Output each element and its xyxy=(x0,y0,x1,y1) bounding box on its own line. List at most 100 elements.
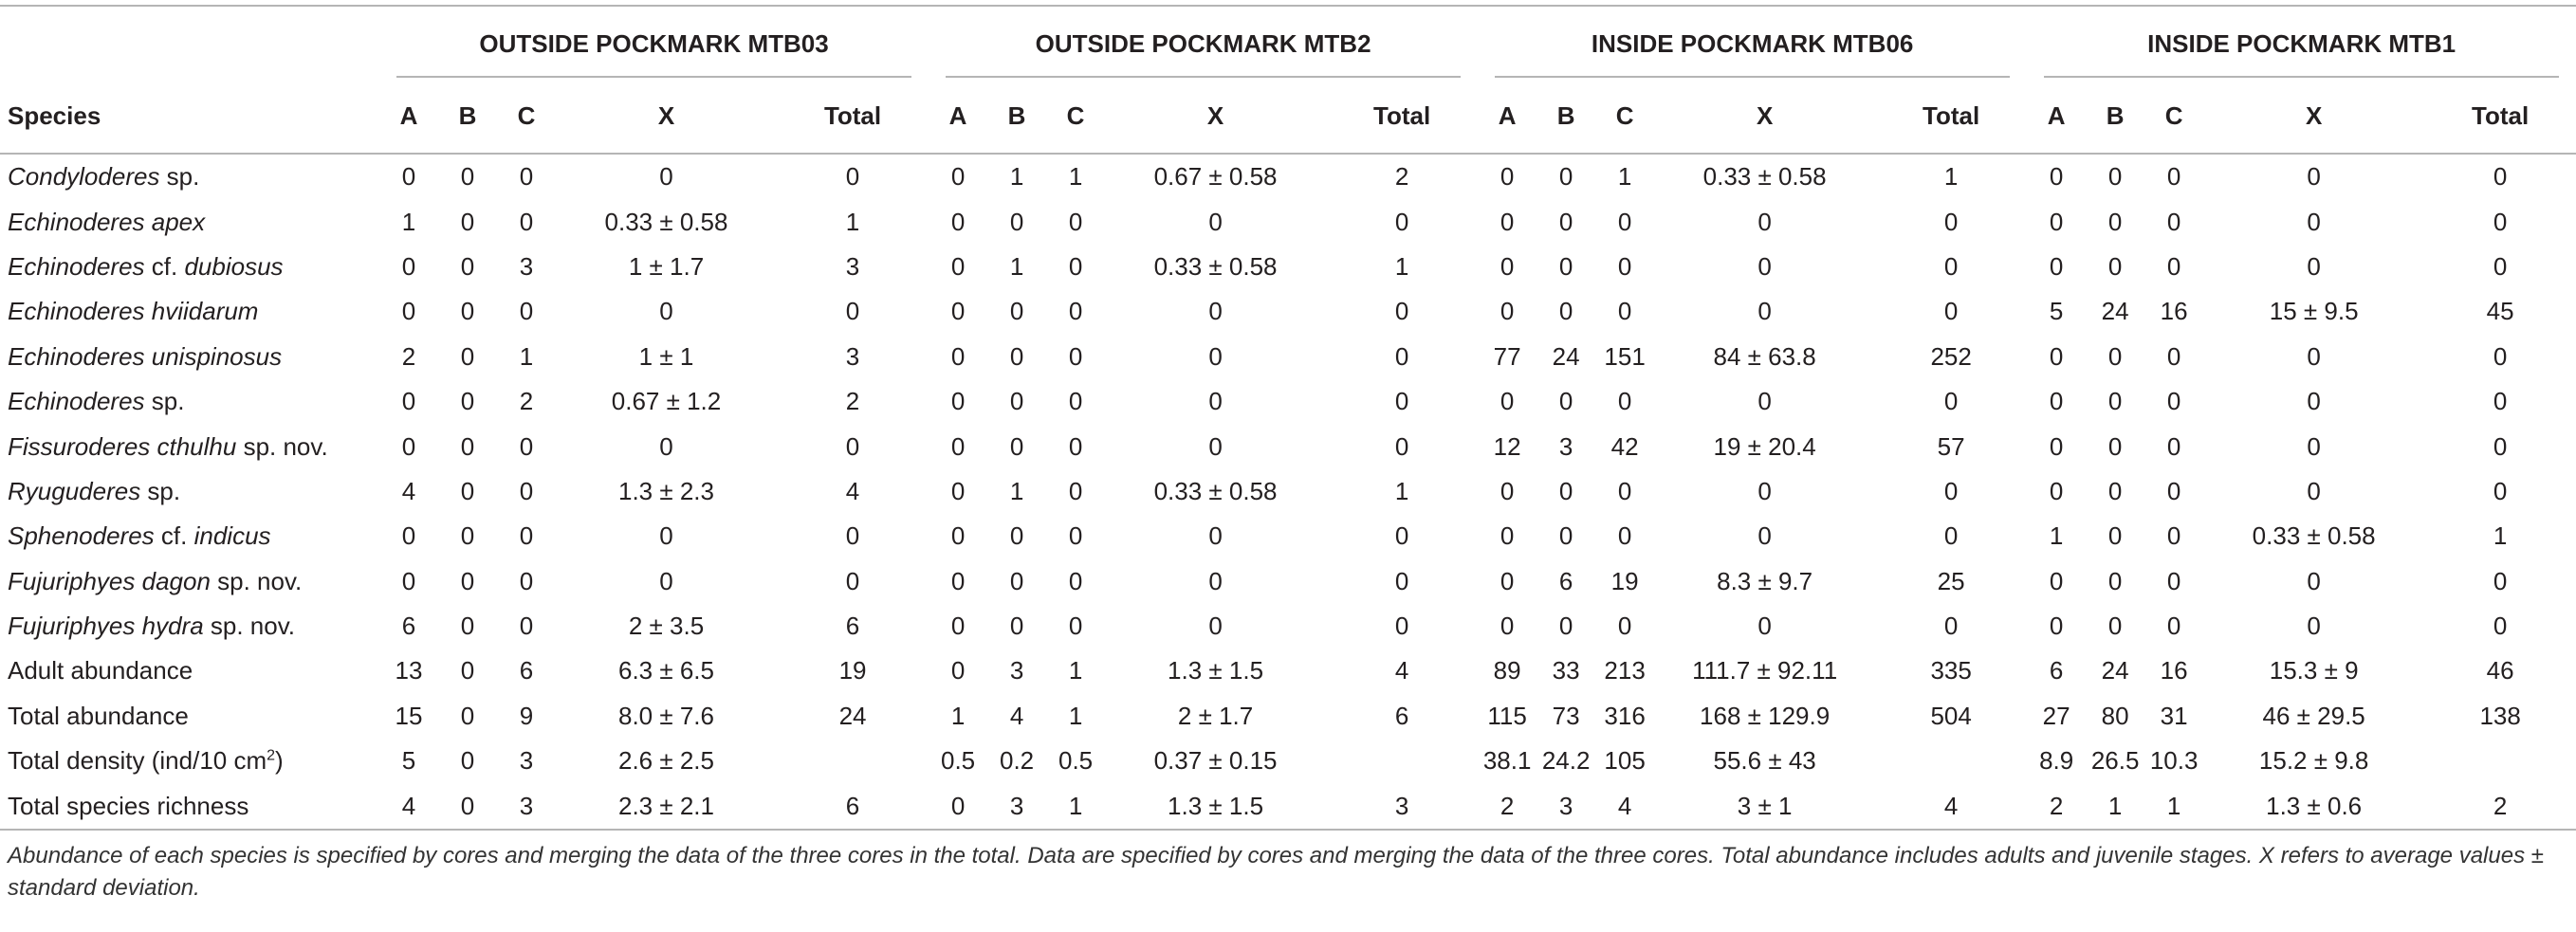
value-cell: 0 xyxy=(1617,251,1632,281)
value-cell: 55.6 ± 43 xyxy=(1713,746,1816,776)
value-cell: 0 xyxy=(2107,521,2123,551)
value-cell: 0 xyxy=(2307,251,2321,281)
value-cell: 6 xyxy=(777,783,929,831)
value-cell: 1 xyxy=(1068,701,1083,730)
value-cell: 2 xyxy=(1394,162,1409,192)
value-cell: 13 xyxy=(395,656,423,685)
value-cell: 0 xyxy=(460,207,475,236)
value-cell: 1 xyxy=(1068,656,1083,685)
species-part: sp. nov. xyxy=(236,431,328,461)
value-cell: 0 xyxy=(659,566,673,595)
value-cell: 0 xyxy=(401,251,416,281)
column-header: C xyxy=(1046,79,1106,155)
value-cell: 0 xyxy=(2307,431,2321,461)
value-cell: 335 xyxy=(1930,656,1972,685)
value-cell: 316 xyxy=(1604,701,1646,730)
column-header: A xyxy=(929,79,988,155)
value-cell: 0 xyxy=(2107,162,2123,192)
value-cell: 0 xyxy=(2493,251,2508,281)
value-cell: 0 xyxy=(1943,387,1959,416)
value-cell: 0 xyxy=(2049,251,2064,281)
value-cell: 0 xyxy=(2166,566,2181,595)
value-cell: 4 xyxy=(379,783,438,831)
value-cell: 3 xyxy=(519,251,534,281)
species-part: Echinoderes hviidarum xyxy=(8,297,259,326)
value-cell: 0.33 ± 0.58 xyxy=(2252,521,2376,551)
value-cell: 0 xyxy=(2166,251,2181,281)
value-cell: 1 xyxy=(1009,162,1024,192)
value-cell: 9 xyxy=(519,701,534,730)
value-cell: 0 xyxy=(1394,521,1409,551)
value-cell: 0 xyxy=(950,656,966,685)
value-cell: 38.1 xyxy=(1482,746,1532,776)
value-cell: 0 xyxy=(1068,207,1083,236)
value-cell: 0 xyxy=(519,162,534,192)
value-cell: 0 xyxy=(460,746,475,776)
value-cell: 0 xyxy=(2049,162,2064,192)
value-cell: 0 xyxy=(950,431,966,461)
value-cell: 0 xyxy=(1617,521,1632,551)
value-cell: 0 xyxy=(1068,341,1083,371)
value-cell: 80 xyxy=(2101,701,2129,730)
value-cell: 1 ± 1.7 xyxy=(628,251,705,281)
value-cell: 0 xyxy=(1558,162,1573,192)
species-part: Total species richness xyxy=(8,791,249,820)
value-cell: 0 xyxy=(929,783,988,831)
value-cell: 6 xyxy=(1394,701,1409,730)
species-part: Echinoderes xyxy=(8,251,145,281)
table-row: Total species richness 4 0 3 2.3 ± 2.1 6 0 3 1 1.… xyxy=(0,783,2576,831)
column-header: B xyxy=(1536,79,1596,155)
value-cell: 0 xyxy=(2493,341,2508,371)
value-cell: 3 xyxy=(519,746,534,776)
species-cell: Ryuguderes sp. xyxy=(0,469,379,514)
value-cell: 0.37 ± 0.15 xyxy=(1153,746,1278,776)
value-cell: 42 xyxy=(1610,431,1639,461)
value-cell: 0 xyxy=(2493,162,2508,192)
species-cell: Total species richness xyxy=(0,783,379,831)
value-cell: 0 xyxy=(1500,162,1515,192)
value-cell: 0 xyxy=(1068,431,1083,461)
value-cell: 0 xyxy=(519,476,534,505)
value-cell: 0 xyxy=(401,521,416,551)
value-cell: 0.33 ± 0.58 xyxy=(604,207,728,236)
value-cell: 2.3 ± 2.1 xyxy=(556,783,777,831)
species-part: sp. xyxy=(159,162,200,192)
value-cell: 46 ± 29.5 xyxy=(2262,701,2365,730)
species-part: Adult abundance xyxy=(8,656,193,685)
value-cell: 0 xyxy=(659,431,673,461)
value-cell xyxy=(777,739,929,783)
value-cell: 0 xyxy=(1394,387,1409,416)
value-cell: 0 xyxy=(1757,251,1772,281)
group-title: INSIDE POCKMARK MTB1 xyxy=(2044,9,2560,78)
table-row: Echinoderes unispinosus 2 0 1 1 ± 1 3 0 0 0 0 0 77 2… xyxy=(0,335,2576,379)
value-cell: 0 xyxy=(1068,566,1083,595)
table-row: Sphenoderes cf. indicus 0 0 0 0 0 0 0 0 0 0 0 0 0 0 0 1 0… xyxy=(0,514,2576,558)
value-cell: 31 xyxy=(2160,701,2188,730)
value-cell: 6.3 ± 6.5 xyxy=(617,656,714,685)
value-cell: 0 xyxy=(460,476,475,505)
value-cell: 4 xyxy=(401,476,416,505)
value-cell: 0 xyxy=(2307,207,2321,236)
value-cell: 24 xyxy=(2101,297,2129,326)
value-cell: 1 xyxy=(1617,162,1632,192)
value-cell: 1.3 ± 0.6 xyxy=(2203,783,2425,831)
value-cell: 0 xyxy=(950,476,966,505)
value-cell: 0 xyxy=(1068,521,1083,551)
value-cell: 4 xyxy=(1394,656,1409,685)
value-cell: 0 xyxy=(2049,387,2064,416)
value-cell: 1 ± 1 xyxy=(638,341,694,371)
value-cell: 0 xyxy=(460,521,475,551)
group-cell: INSIDE POCKMARK MTB06 xyxy=(1478,5,2028,79)
value-cell: 33 xyxy=(1552,656,1580,685)
species-part: Condyloderes xyxy=(8,162,160,192)
value-cell: 1 xyxy=(519,341,534,371)
value-cell: 0 xyxy=(2493,566,2508,595)
spacer-cell xyxy=(0,5,379,79)
value-cell: 10.3 xyxy=(2149,746,2199,776)
value-cell: 0 xyxy=(519,297,534,326)
value-cell: 24 xyxy=(1552,341,1580,371)
species-cell: Fujuriphyes dagon sp. nov. xyxy=(0,559,379,604)
value-cell: 0 xyxy=(2493,612,2508,641)
header-row: Species A B C X Total A B C X Total A B C X Total A B C X To… xyxy=(0,79,2576,155)
value-cell: 15.2 ± 9.8 xyxy=(2258,746,2369,776)
